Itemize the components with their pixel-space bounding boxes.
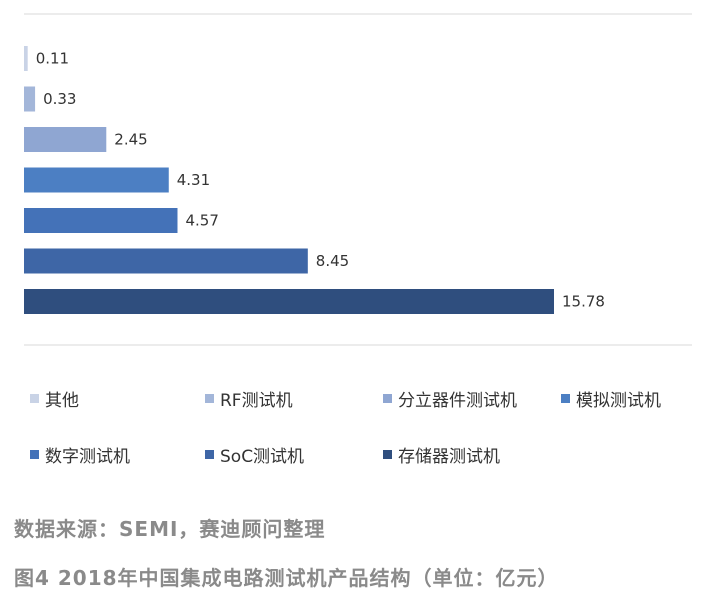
- legend-label: RF测试机: [220, 390, 293, 411]
- bar-value-label: 4.31: [177, 171, 210, 189]
- legend-item-other: 其他: [30, 386, 205, 411]
- data-source: 数据来源：SEMI，赛迪顾问整理: [14, 517, 326, 541]
- legend-swatch: [383, 393, 392, 403]
- bar-4: [24, 208, 178, 233]
- bar-value-label: 15.78: [562, 293, 605, 311]
- bar-value-label: 8.45: [316, 252, 349, 270]
- legend-label: 数字测试机: [45, 446, 130, 467]
- bar-1: [24, 86, 36, 112]
- legend-item-discrete: 分立器件测试机: [383, 386, 561, 411]
- legend-label: 分立器件测试机: [398, 390, 517, 411]
- bars: 0.11 0.33 2.45 4.31 4.57 8.45 15.78: [24, 46, 605, 314]
- legend-label: SoC测试机: [220, 446, 305, 467]
- legend-row-2: 数字测试机 SoC测试机 存储器测试机: [30, 436, 690, 472]
- bar-value-label: 4.57: [185, 212, 218, 230]
- legend-row-1: 其他 RF测试机 分立器件测试机 模拟测试机: [30, 380, 690, 416]
- legend-item-analog: 模拟测试机: [561, 386, 661, 411]
- legend-swatch: [561, 393, 570, 403]
- legend-swatch: [383, 449, 392, 459]
- bar-2: [24, 127, 107, 152]
- legend-label: 其他: [45, 390, 79, 411]
- legend-item-memory: 存储器测试机: [383, 442, 500, 467]
- bar-5: [24, 248, 308, 274]
- legend-item-soc: SoC测试机: [205, 442, 383, 467]
- legend-item-rf: RF测试机: [205, 386, 383, 411]
- legend: 其他 RF测试机 分立器件测试机 模拟测试机 数字测试机 SoC测试机 存储器测…: [30, 380, 690, 492]
- legend-swatch: [30, 393, 39, 403]
- bar-value-label: 0.11: [36, 50, 69, 68]
- legend-swatch: [205, 449, 214, 459]
- legend-swatch: [205, 393, 214, 403]
- bar-3: [24, 167, 169, 193]
- bar-value-label: 2.45: [114, 131, 147, 149]
- bar-6: [24, 289, 554, 314]
- legend-swatch: [30, 449, 39, 459]
- legend-label: 模拟测试机: [576, 390, 661, 411]
- bar-0: [24, 46, 28, 71]
- legend-label: 存储器测试机: [398, 446, 500, 467]
- figure-caption: 图4 2018年中国集成电路测试机产品结构（单位：亿元）: [14, 566, 559, 590]
- bar-chart: 0.11 0.33 2.45 4.31 4.57 8.45 15.78: [24, 13, 692, 346]
- bar-value-label: 0.33: [43, 90, 76, 108]
- legend-item-digital: 数字测试机: [30, 442, 205, 467]
